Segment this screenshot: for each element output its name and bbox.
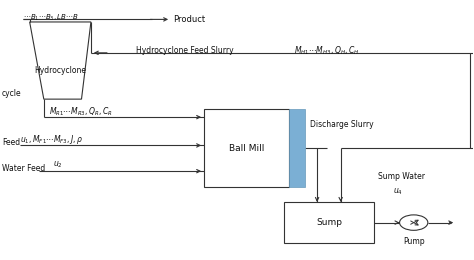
- Text: Product: Product: [173, 15, 206, 24]
- Text: $\cdots B_1\cdots B_3, LB\cdots B$: $\cdots B_1\cdots B_3, LB\cdots B$: [23, 13, 79, 23]
- Text: Sump Water: Sump Water: [378, 172, 425, 181]
- Polygon shape: [30, 22, 91, 99]
- Text: $u_1, M_{F1}\cdots M_{F3}, J, \rho$: $u_1, M_{F1}\cdots M_{F3}, J, \rho$: [20, 133, 84, 146]
- Text: $u_4$: $u_4$: [392, 186, 402, 197]
- Circle shape: [400, 215, 428, 230]
- Text: Water Feed: Water Feed: [2, 164, 45, 173]
- Text: Discharge Slurry: Discharge Slurry: [310, 120, 374, 129]
- Text: Ball Mill: Ball Mill: [229, 144, 264, 153]
- Text: Sump: Sump: [316, 218, 342, 227]
- Bar: [204, 109, 289, 187]
- Text: $u_2$: $u_2$: [53, 159, 63, 170]
- Text: Hydrocyclone: Hydrocyclone: [34, 66, 86, 75]
- Text: $M_{H1}\cdots M_{H3}, Q_H, C_H$: $M_{H1}\cdots M_{H3}, Q_H, C_H$: [293, 44, 359, 56]
- Text: $M_{R1}\cdots M_{R3}, Q_R, C_R$: $M_{R1}\cdots M_{R3}, Q_R, C_R$: [48, 106, 112, 118]
- Text: Pump: Pump: [403, 237, 425, 246]
- Text: Feed: Feed: [2, 138, 20, 147]
- Text: cycle: cycle: [2, 89, 21, 99]
- Text: Hydrocyclone Feed Slurry: Hydrocyclone Feed Slurry: [136, 46, 233, 55]
- Bar: [284, 202, 374, 243]
- Bar: [289, 109, 305, 187]
